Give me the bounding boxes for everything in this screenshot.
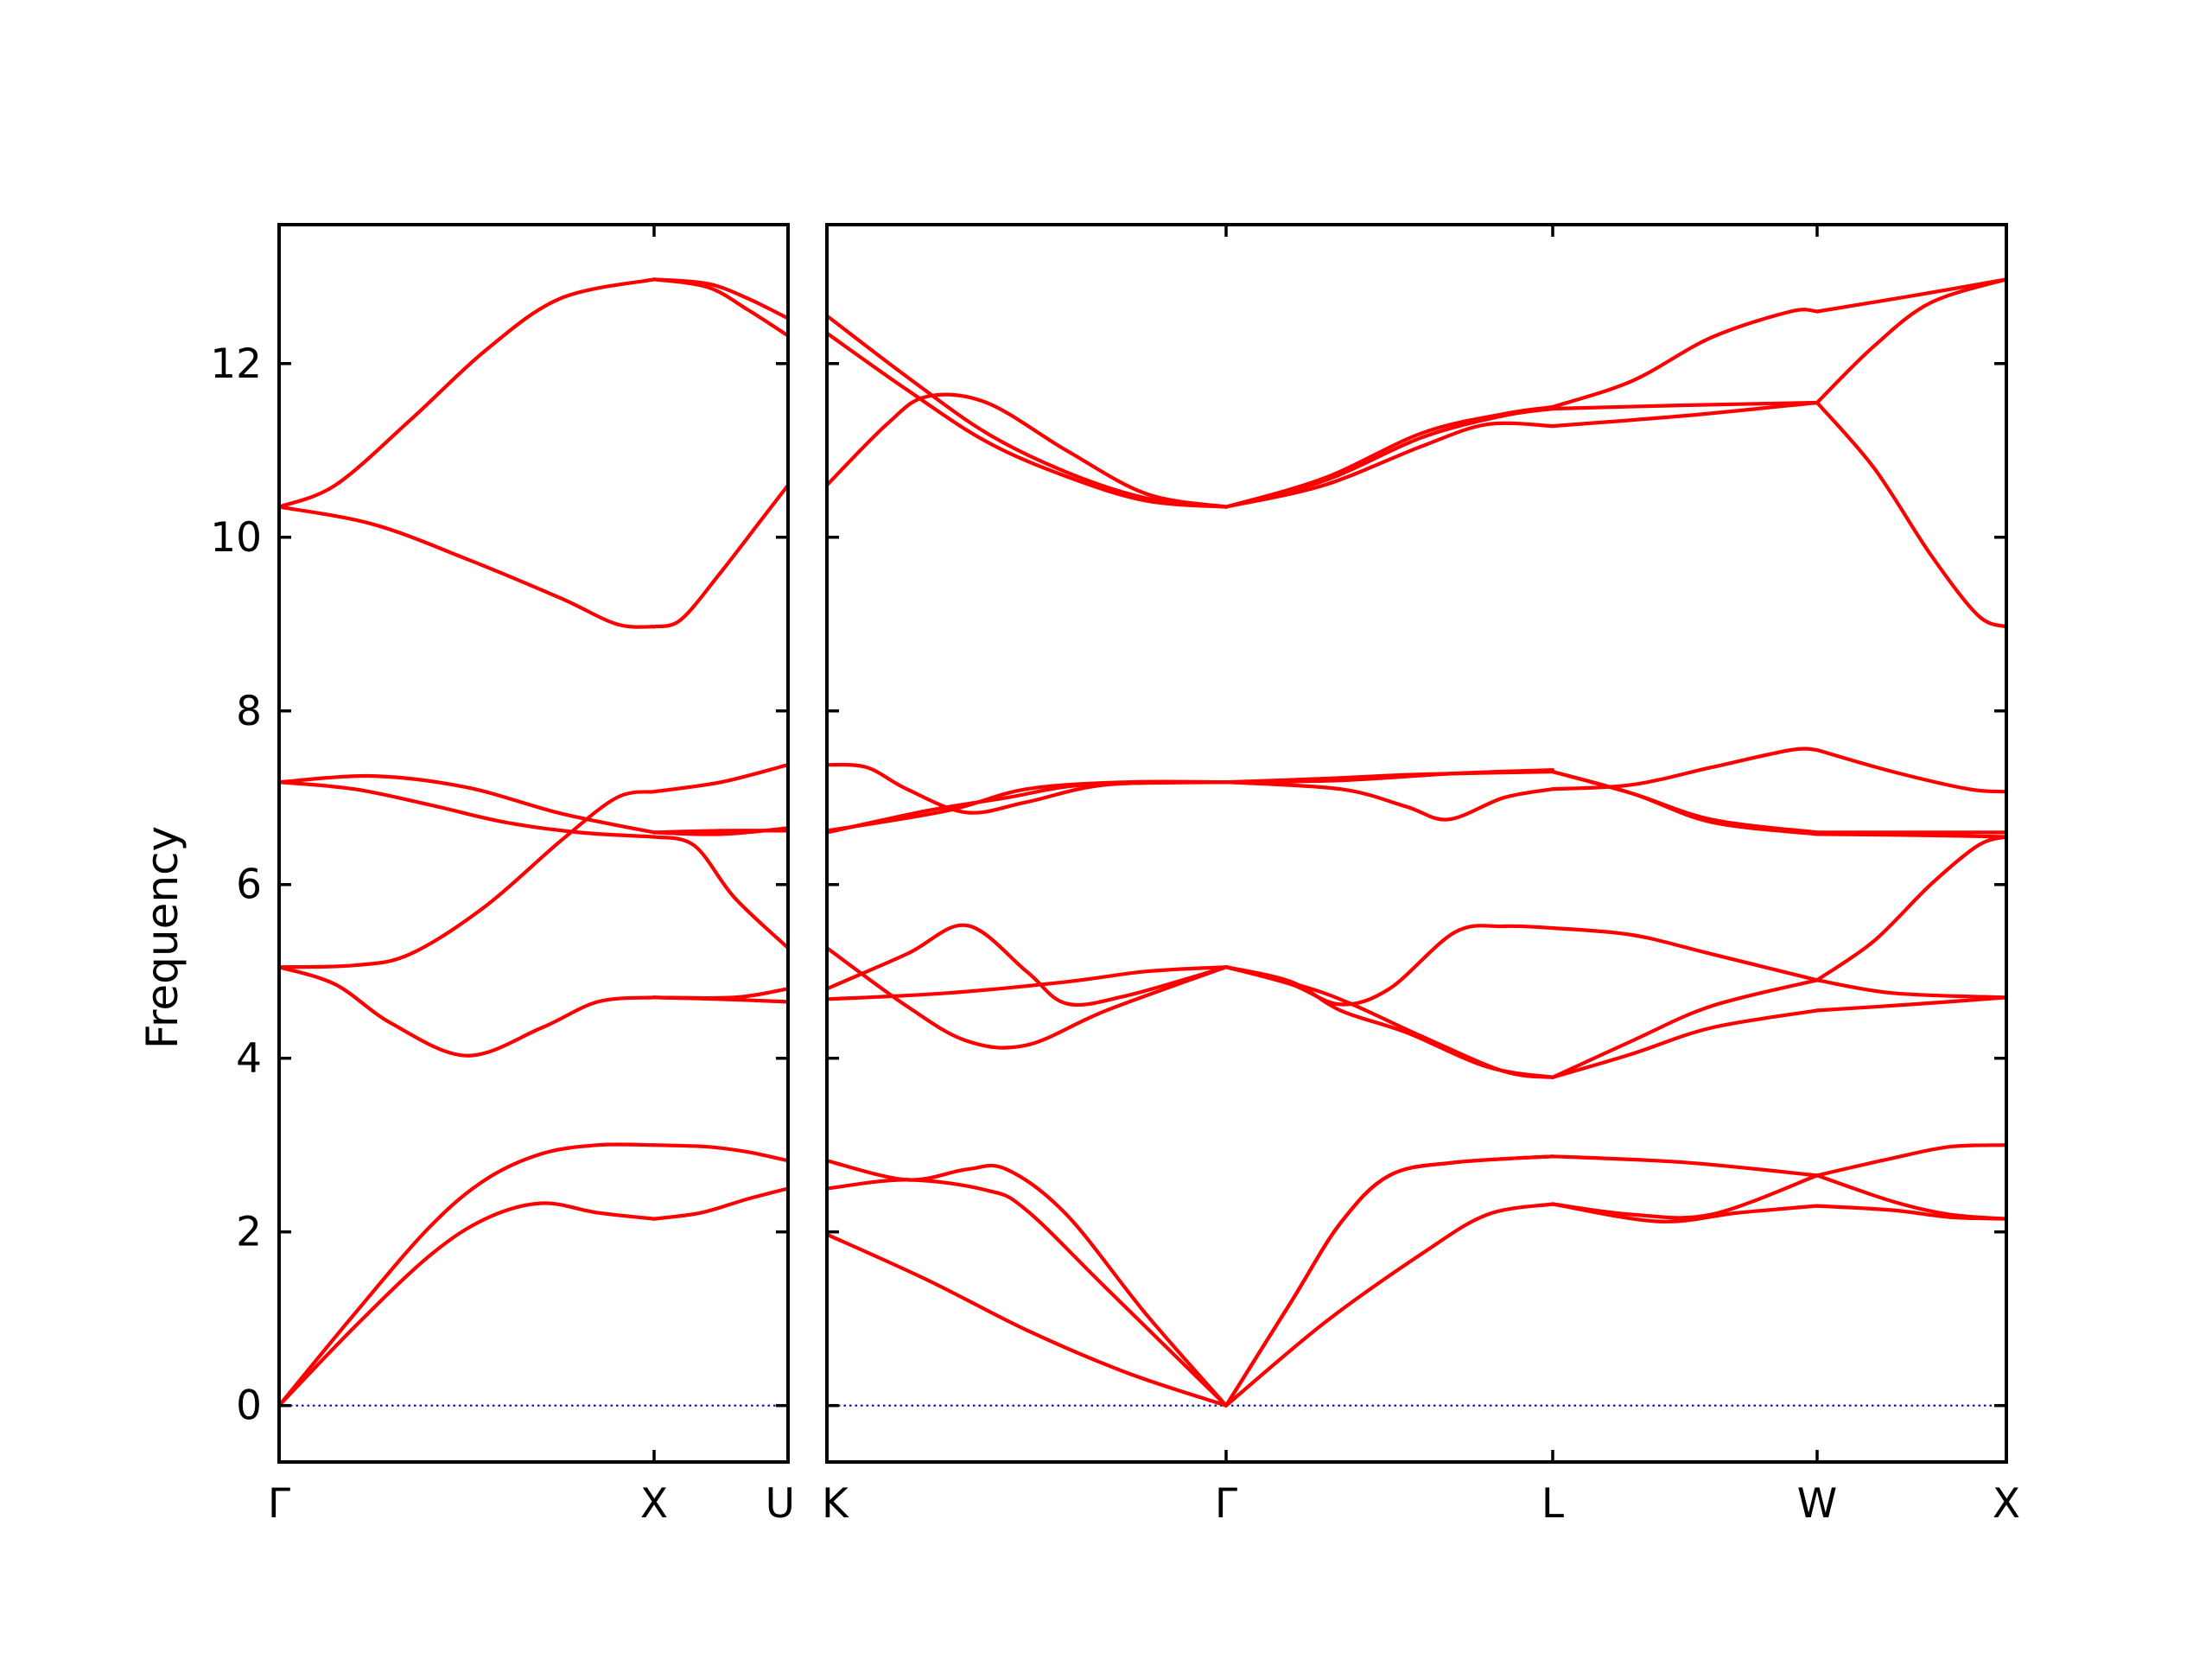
band-left-X-U-6: [652, 826, 791, 836]
y-tick-label: 8: [236, 688, 262, 735]
band-right-W-X-8: [1815, 747, 2009, 794]
band-right-K-Γ-1: [824, 1178, 1229, 1408]
band-left-X-U-7: [652, 763, 791, 794]
band-left-Γ-X-2: [276, 965, 657, 1058]
band-right-K-Γ-0: [824, 1232, 1229, 1408]
band-right-W-X-2: [1815, 1143, 2009, 1178]
band-right-Γ-L-9: [1224, 421, 1555, 509]
band-left-Γ-X-3: [276, 790, 657, 969]
band-right-K-Γ-5: [824, 946, 1229, 1050]
band-right-K-Γ-7: [824, 779, 1229, 833]
band-right-Γ-L-2: [1224, 1154, 1555, 1408]
band-right-Γ-L-4: [1224, 965, 1555, 1079]
left-panel: 0 2 4 6 8 10 12 Γ X U: [210, 223, 795, 1528]
band-left-Γ-X-1: [276, 1142, 657, 1408]
y-tick-label: 2: [236, 1209, 262, 1256]
band-left-Γ-X-6: [276, 505, 657, 629]
x-tick-label: Γ: [268, 1480, 290, 1528]
band-right-K-Γ-2: [824, 1159, 1229, 1408]
band-right-Γ-L-3: [1224, 965, 1555, 1079]
band-right-K-Γ-9: [824, 392, 1229, 509]
band-right-Γ-L-0: [1224, 1202, 1555, 1408]
band-left-Γ-X-7: [276, 277, 657, 509]
band-left-Γ-X-5: [276, 773, 657, 835]
band-right-Γ-L-11: [1224, 404, 1555, 509]
band-left-X-U-1: [652, 1143, 791, 1163]
x-tick-label: L: [1541, 1480, 1564, 1528]
band-left-Γ-X-4: [276, 780, 657, 839]
y-tick-label: 0: [236, 1382, 262, 1430]
plot-frame-left: [277, 223, 790, 1464]
band-left-X-U-8: [652, 483, 791, 629]
band-left-X-U-10: [652, 277, 791, 321]
band-right-W-X-3: [1815, 995, 2009, 1013]
y-tick-label: 12: [210, 340, 262, 388]
band-right-K-Γ-10: [824, 331, 1229, 509]
band-right-Γ-L-7: [1224, 780, 1555, 822]
band-left-Γ-X-0: [276, 1201, 657, 1408]
band-right-W-X-1: [1815, 1173, 2009, 1221]
band-right-L-W-1: [1550, 1202, 1820, 1224]
x-tick-label: W: [1797, 1480, 1837, 1528]
y-tick-label: 10: [210, 514, 262, 562]
plot-frame-right: [825, 223, 2008, 1464]
band-right-K-Γ-4: [824, 923, 1229, 1007]
band-right-L-W-10: [1550, 400, 1820, 411]
y-axis-label: Frequency: [137, 826, 188, 1049]
y-tick-label: 6: [236, 861, 262, 909]
band-right-L-W-4: [1550, 978, 1820, 1079]
band-right-K-Γ-3: [824, 965, 1229, 1001]
x-tick-label: U: [766, 1480, 795, 1528]
band-left-X-U-0: [652, 1186, 791, 1221]
band-right-Γ-L-1: [1224, 1154, 1555, 1408]
band-right-L-W-5: [1550, 925, 1820, 982]
band-right-W-X-10: [1815, 277, 2009, 405]
band-right-L-W-9: [1550, 400, 1820, 429]
x-tick-label: Γ: [1215, 1480, 1237, 1528]
band-right-L-W-11: [1550, 308, 1820, 410]
band-right-Γ-L-8: [1224, 768, 1555, 785]
x-tick-label: X: [640, 1480, 668, 1528]
band-right-K-Γ-11: [824, 314, 1229, 509]
band-right-W-X-11: [1815, 277, 2009, 314]
band-left-X-U-3: [652, 987, 791, 1001]
y-tick-label: 4: [236, 1035, 262, 1083]
band-right-W-X-9: [1815, 400, 2009, 629]
band-right-L-W-8: [1550, 747, 1820, 791]
band-right-W-X-5: [1815, 835, 2009, 982]
band-right-W-X-4: [1815, 978, 2009, 1000]
band-right-L-W-7: [1550, 770, 1820, 836]
band-right-Γ-L-5: [1224, 924, 1555, 1007]
band-right-L-W-3: [1550, 1008, 1820, 1079]
band-left-X-U-4: [652, 835, 791, 950]
band-right-L-W-2: [1550, 1154, 1820, 1178]
x-tick-label: K: [822, 1480, 849, 1528]
band-right-K-Γ-8: [824, 762, 1229, 815]
x-tick-label: X: [1993, 1480, 2020, 1528]
band-right-W-X-7: [1815, 832, 2009, 839]
